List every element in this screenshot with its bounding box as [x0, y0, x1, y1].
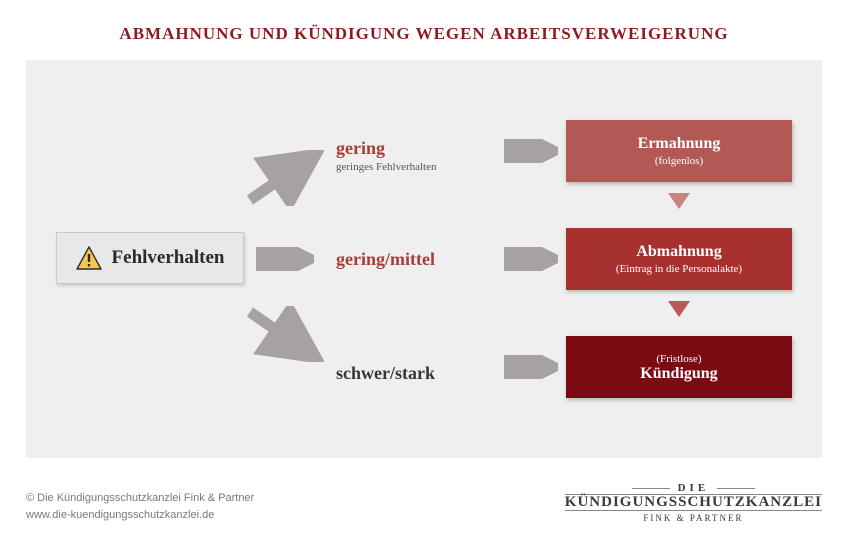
arrow-level-1: [504, 139, 558, 163]
level-gering: gering geringes Fehlverhalten: [336, 138, 506, 173]
level-subtitle: geringes Fehlverhalten: [336, 161, 506, 173]
copyright-line1: © Die Kündigungsschutzkanzlei Fink & Par…: [26, 490, 254, 507]
outcome-title: Ermahnung: [638, 135, 721, 153]
level-mittel: gering/mittel: [336, 249, 506, 270]
level-title: gering: [336, 138, 506, 159]
level-schwer: schwer/stark: [336, 363, 506, 384]
outcome-abmahnung: Abmahnung (Eintrag in die Personalakte): [566, 228, 792, 290]
warning-icon: [76, 246, 102, 270]
arrow-to-gering: [244, 150, 324, 206]
outcome-subtitle: (folgenlos): [655, 155, 703, 167]
outcome-kuendigung: (Fristlose) Kündigung: [566, 336, 792, 398]
arrow-level-3: [504, 355, 558, 379]
level-title: gering/mittel: [336, 249, 506, 270]
escalation-arrow-2: [668, 301, 690, 317]
arrow-to-mittel: [256, 247, 314, 271]
outcome-subtitle: (Eintrag in die Personalakte): [616, 263, 742, 275]
escalation-arrow-1: [668, 193, 690, 209]
outcome-title: Kündigung: [640, 365, 717, 383]
source-label: Fehlverhalten: [112, 247, 225, 269]
logo-sub: FINK & PARTNER: [565, 513, 822, 523]
title-text: ABMAHNUNG UND KÜNDIGUNG WEGEN ARBEITSVER…: [119, 24, 728, 43]
diagram-canvas: Fehlverhalten gering geringes Fehlverhal…: [26, 60, 822, 458]
arrow-to-schwer: [244, 306, 324, 362]
copyright: © Die Kündigungsschutzkanzlei Fink & Par…: [26, 490, 254, 523]
outcome-pre: (Fristlose): [656, 353, 701, 365]
footer: © Die Kündigungsschutzkanzlei Fink & Par…: [26, 482, 822, 523]
page-title: ABMAHNUNG UND KÜNDIGUNG WEGEN ARBEITSVER…: [0, 0, 848, 60]
logo-main: KÜNDIGUNGSSCHUTZKANZLEI: [565, 494, 822, 511]
logo-die: DIE: [678, 482, 710, 494]
outcome-ermahnung: Ermahnung (folgenlos): [566, 120, 792, 182]
brand-logo: DIE KÜNDIGUNGSSCHUTZKANZLEI FINK & PARTN…: [565, 482, 822, 523]
copyright-line2: www.die-kuendigungsschutzkanzlei.de: [26, 507, 254, 524]
source-node: Fehlverhalten: [56, 232, 244, 284]
level-title: schwer/stark: [336, 363, 506, 384]
outcome-title: Abmahnung: [636, 243, 721, 261]
arrow-level-2: [504, 247, 558, 271]
